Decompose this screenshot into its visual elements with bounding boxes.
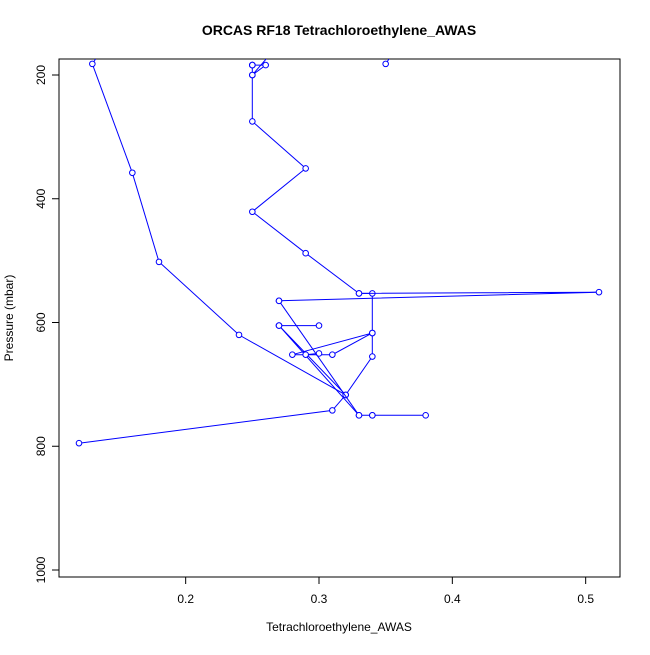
y-axis: 200 400 600 800 1000 <box>34 65 59 583</box>
data-point <box>382 60 389 68</box>
data-point <box>249 61 256 69</box>
data-point <box>355 412 363 419</box>
data-point <box>276 41 282 47</box>
series-line <box>78 59 347 444</box>
data-point <box>235 331 243 339</box>
data-point <box>315 322 323 329</box>
data-point <box>396 41 402 47</box>
data-point <box>302 351 309 358</box>
data-point <box>262 61 269 69</box>
data-point <box>369 353 376 360</box>
series-line <box>278 291 600 302</box>
series-line <box>385 59 390 65</box>
data-point <box>249 208 256 216</box>
series-7 <box>275 322 323 329</box>
data-point <box>595 288 603 296</box>
data-point <box>249 118 256 125</box>
plot-frame <box>58 58 621 578</box>
series-line <box>278 300 360 416</box>
x-tick-label: 0.4 <box>444 592 461 606</box>
data-point <box>329 407 336 414</box>
y-tick-label: 600 <box>34 312 48 332</box>
x-tick-label: 0.5 <box>577 592 594 606</box>
data-point <box>89 60 96 68</box>
data-point <box>355 290 363 297</box>
y-tick-label: 800 <box>34 436 48 456</box>
data-point <box>249 71 256 79</box>
x-tick-label: 0.2 <box>177 592 194 606</box>
data-point <box>129 169 136 177</box>
series-6 <box>275 288 603 305</box>
data-point <box>369 329 376 337</box>
x-axis: 0.2 0.3 0.4 0.5 <box>177 577 594 606</box>
data-point <box>103 41 109 47</box>
data-point <box>329 351 336 358</box>
x-axis-label: Tetrachloroethylene_AWAS <box>266 620 412 634</box>
y-tick-label: 1000 <box>34 556 48 583</box>
data-point <box>422 412 429 419</box>
series-layer <box>75 41 603 447</box>
data-point <box>302 249 309 257</box>
data-point <box>289 351 296 358</box>
y-tick-label: 200 <box>34 65 48 85</box>
y-axis-label: Pressure (mbar) <box>2 275 16 362</box>
data-point <box>275 297 283 305</box>
x-tick-label: 0.3 <box>311 592 328 606</box>
data-point <box>75 439 83 447</box>
series-0 <box>75 41 349 447</box>
series-4 <box>302 350 323 358</box>
data-point <box>302 165 309 172</box>
series-5 <box>275 297 363 419</box>
series-3 <box>249 41 429 419</box>
data-point <box>275 322 283 329</box>
data-point <box>155 258 163 266</box>
chart-title: ORCAS RF18 Tetrachloroethylene_AWAS <box>202 22 476 38</box>
series-line <box>251 59 426 416</box>
y-tick-label: 400 <box>34 188 48 208</box>
data-point <box>369 412 376 419</box>
series-1 <box>382 41 402 68</box>
